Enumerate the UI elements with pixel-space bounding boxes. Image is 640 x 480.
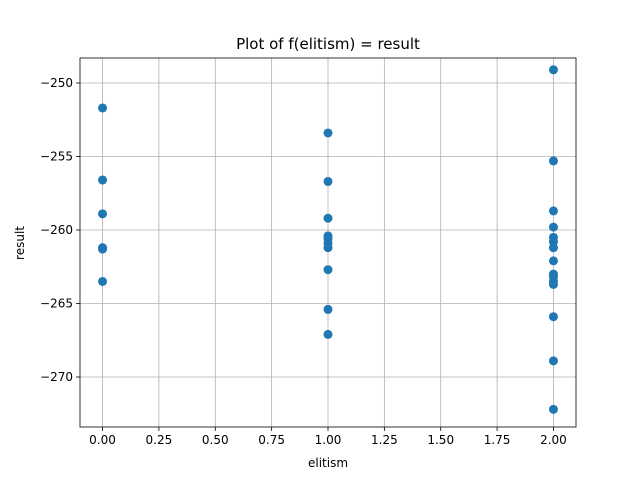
x-tick-label: 0.50 [202, 433, 229, 447]
y-tick-label: −265 [40, 297, 73, 311]
data-point [323, 329, 333, 339]
y-tick-label: −250 [40, 76, 73, 90]
data-point [98, 209, 108, 219]
data-point [548, 222, 558, 232]
x-tick-label: 0.00 [89, 433, 116, 447]
data-point [98, 175, 108, 185]
data-point [548, 404, 558, 414]
data-point [548, 156, 558, 166]
data-point [548, 279, 558, 289]
data-point [323, 213, 333, 223]
plot-frame [79, 57, 577, 428]
x-tick-label: 1.50 [427, 433, 454, 447]
y-axis-label: result [13, 226, 27, 260]
axis-ticks: 0.00 0.25 0.50 0.75 1.00 1.25 1.50 1.75 2.00 −250… [40, 76, 567, 447]
x-tick-label: 2.00 [540, 433, 567, 447]
data-point [98, 244, 108, 254]
data-point [548, 256, 558, 266]
data-point [548, 356, 558, 366]
chart-title: Plot of f(elitism) = result [236, 35, 420, 53]
x-tick-label: 0.25 [146, 433, 173, 447]
x-tick-label: 1.75 [484, 433, 511, 447]
data-point [548, 65, 558, 75]
y-tick-label: −260 [40, 223, 73, 237]
x-axis-label: elitism [308, 456, 348, 470]
data-point [548, 312, 558, 322]
data-points [98, 65, 558, 414]
y-tick-label: −255 [40, 149, 73, 163]
data-point [323, 176, 333, 186]
data-point [98, 276, 108, 286]
y-tick-label: −270 [40, 370, 73, 384]
data-point [98, 103, 108, 113]
data-point [323, 304, 333, 314]
data-point [548, 243, 558, 253]
x-tick-label: 1.00 [315, 433, 342, 447]
data-point [323, 128, 333, 138]
data-point [548, 206, 558, 216]
x-tick-label: 0.75 [258, 433, 285, 447]
data-point [323, 243, 333, 253]
x-tick-label: 1.25 [371, 433, 398, 447]
data-point [323, 265, 333, 275]
